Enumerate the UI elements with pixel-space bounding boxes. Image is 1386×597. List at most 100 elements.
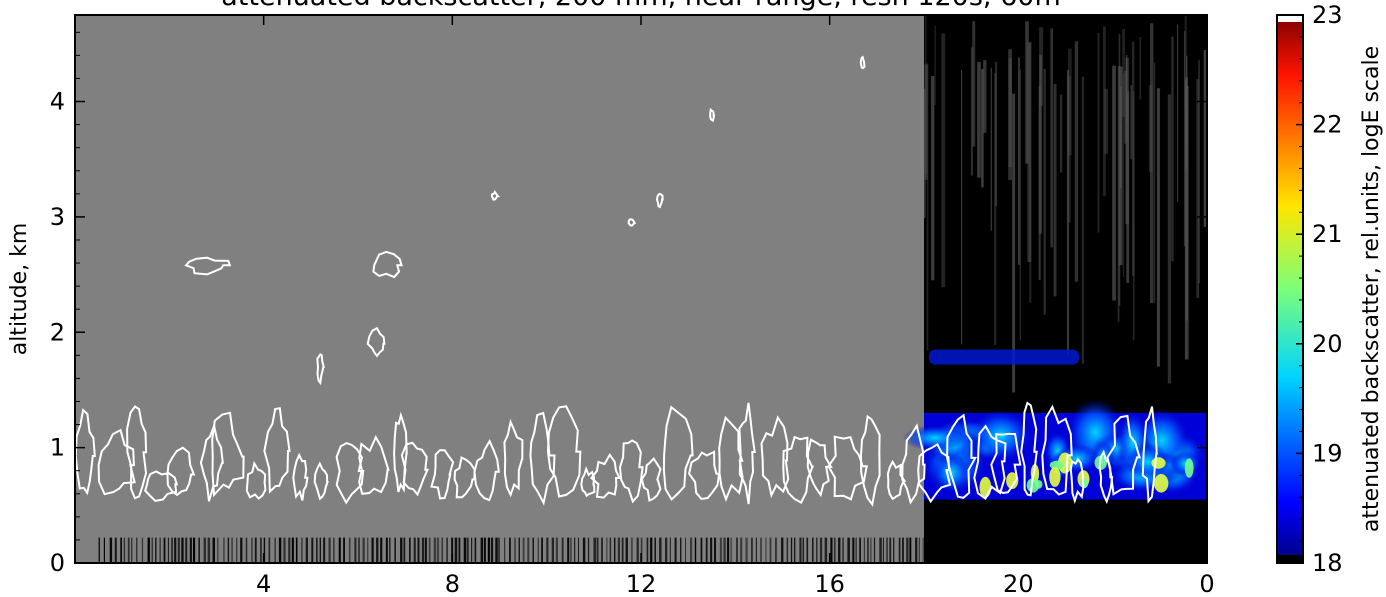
elevated-cloud-contour — [372, 250, 403, 279]
ground-stripe — [254, 537, 257, 563]
ground-stripe — [855, 537, 857, 563]
noise-streak — [990, 67, 992, 231]
ground-stripe — [617, 537, 620, 563]
ground-stripe — [458, 537, 461, 563]
noise-streak — [1185, 77, 1188, 321]
ground-stripe — [490, 537, 494, 563]
ground-stripe — [483, 537, 486, 563]
ground-stripe — [614, 537, 616, 563]
ground-stripe — [902, 537, 904, 563]
boundary-layer-contour — [859, 414, 881, 507]
noise-streak — [926, 63, 929, 351]
boundary-layer-contour — [1020, 401, 1038, 497]
ground-stripe — [433, 537, 436, 563]
ground-stripe — [487, 537, 490, 563]
ground-stripe — [802, 537, 804, 563]
ground-stripe — [278, 537, 282, 563]
noise-streak — [1039, 54, 1042, 234]
ground-stripe — [646, 537, 649, 563]
ground-stripe — [167, 537, 169, 563]
strong-backscatter-spot — [1006, 472, 1019, 490]
noise-streak — [1122, 73, 1125, 278]
ground-stripe — [283, 537, 286, 563]
strong-backscatter-spot — [1026, 478, 1040, 493]
boundary-layer-contour — [292, 452, 309, 501]
ground-stripe — [518, 537, 520, 563]
ground-stripe — [710, 537, 713, 563]
ground-stripe — [867, 537, 869, 563]
noise-streak — [1153, 62, 1156, 303]
noise-streak — [941, 33, 946, 288]
boundary-layer-contour — [144, 470, 179, 502]
y-tick-label: 1 — [50, 434, 65, 462]
noise-streak — [925, 15, 927, 175]
ground-stripe — [654, 537, 656, 563]
strong-backscatter-spot — [1184, 458, 1194, 478]
strong-backscatter-spot — [1151, 457, 1166, 469]
ground-stripe — [567, 537, 570, 563]
ground-stripe — [495, 537, 498, 563]
ground-stripe — [621, 537, 624, 563]
ground-stripe — [830, 537, 833, 563]
boundary-layer-contour — [453, 456, 476, 499]
boundary-layer-contour — [806, 438, 833, 498]
ground-stripe — [155, 537, 157, 563]
ground-stripe — [723, 537, 726, 563]
ground-stripe — [609, 537, 612, 563]
ground-stripe — [522, 537, 525, 563]
ground-stripe — [181, 537, 184, 563]
ground-stripe — [745, 537, 748, 563]
ground-stripe — [775, 537, 777, 563]
ground-stripe — [207, 537, 211, 563]
ground-stripe — [171, 537, 173, 563]
ground-stripe — [781, 537, 784, 563]
ground-stripe — [189, 537, 192, 563]
ground-stripe — [674, 537, 677, 563]
y-tick-label: 2 — [50, 318, 65, 346]
ground-stripe — [480, 537, 484, 563]
x-axis: 4 8 12 16 20 0 — [256, 15, 1215, 597]
ground-stripe — [403, 537, 406, 563]
ground-stripe — [736, 537, 738, 563]
noise-streak — [1060, 94, 1063, 173]
noise-streak — [1074, 41, 1079, 282]
ground-stripe — [333, 537, 335, 563]
ground-stripe — [625, 537, 628, 563]
x-tick-label: 20 — [1003, 570, 1034, 597]
boundary-layer-contour — [590, 453, 622, 499]
boundary-layer-contour — [618, 439, 644, 504]
ground-stripe — [474, 537, 477, 563]
ground-stripe — [421, 537, 425, 563]
noise-streak — [995, 61, 998, 207]
boundary-layer-contour — [211, 411, 245, 498]
noise-streak — [1050, 28, 1053, 248]
ground-stripe — [251, 537, 253, 563]
boundary-layer-contour — [358, 434, 390, 495]
ground-stripe — [136, 537, 138, 563]
ground-stripe — [217, 537, 219, 563]
ground-stripe — [863, 537, 865, 563]
boundary-layer-contour — [1106, 414, 1141, 496]
ground-stripe — [669, 537, 671, 563]
ground-stripe — [441, 537, 444, 563]
ground-stripe — [680, 537, 682, 563]
boundary-layer-contour — [503, 418, 524, 498]
ground-stripe — [915, 537, 918, 563]
ground-stripe — [786, 537, 789, 563]
ground-stripe — [451, 537, 454, 563]
colorbar-label: attenuated backscatter, rel.units, logE … — [1359, 46, 1384, 532]
noise-streak — [1012, 93, 1016, 393]
boundary-layer-contour — [760, 415, 790, 499]
ground-stripe — [719, 537, 722, 563]
ground-stripe — [428, 537, 431, 563]
elevated-cloud-contour — [655, 192, 664, 209]
ground-stripe — [700, 537, 703, 563]
noise-streak — [924, 64, 928, 180]
noise-streak — [1126, 91, 1130, 283]
noise-streak — [1171, 36, 1174, 262]
ground-stripe — [212, 537, 215, 563]
boundary-layer-contour — [529, 411, 556, 506]
ground-stripe — [799, 537, 802, 563]
boundary-layer-contour — [313, 461, 329, 501]
ground-stripe — [847, 537, 850, 563]
